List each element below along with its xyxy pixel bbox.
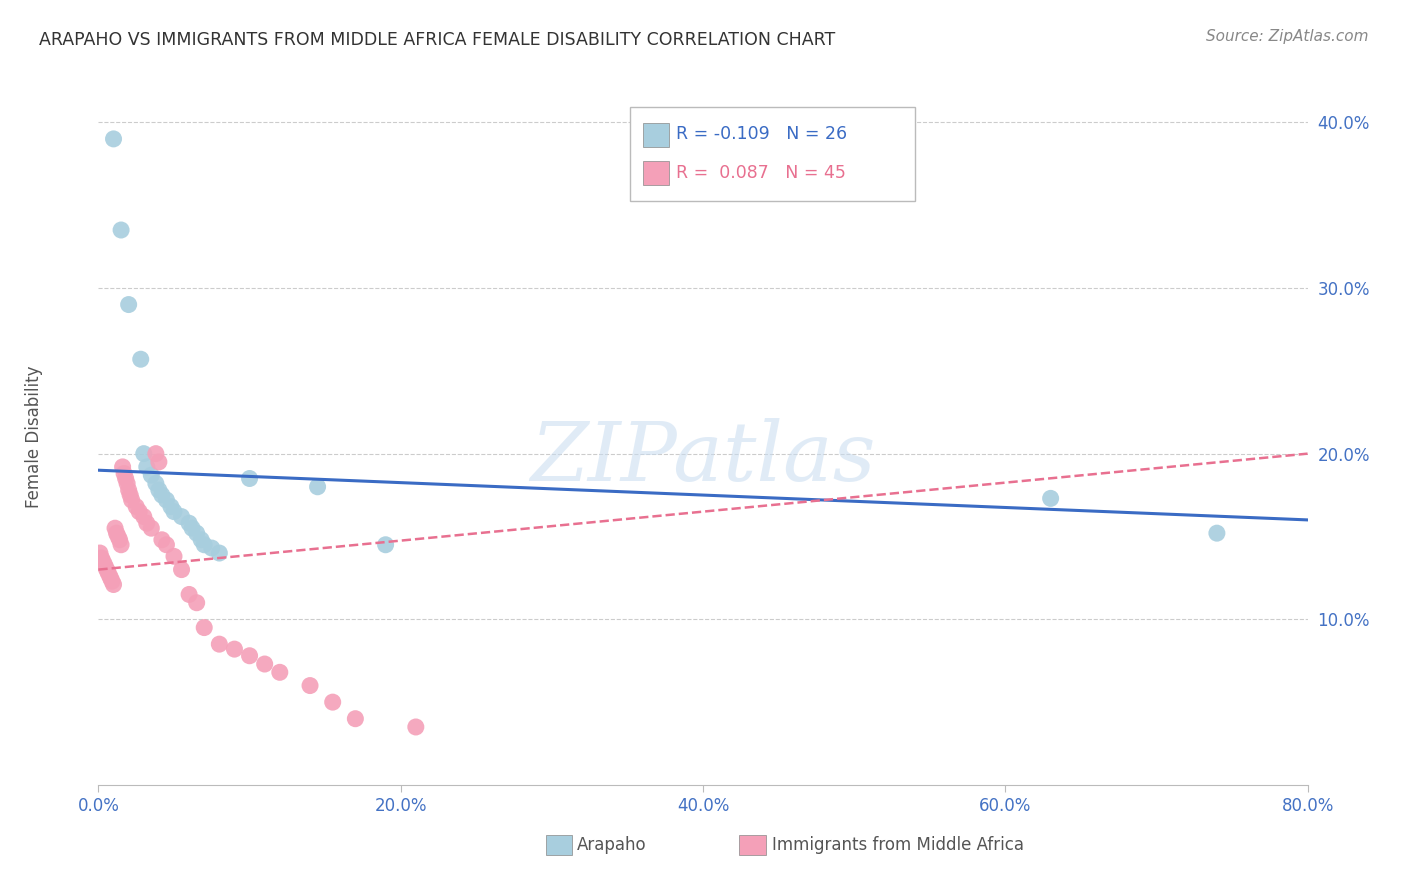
Point	[128, 505, 150, 519]
Point	[148, 483, 170, 497]
Point	[94, 561, 117, 575]
FancyBboxPatch shape	[643, 161, 669, 186]
Text: R = -0.109   N = 26: R = -0.109 N = 26	[676, 125, 848, 143]
Point	[91, 554, 114, 568]
Point	[111, 459, 134, 474]
Point	[193, 621, 215, 635]
Point	[148, 455, 170, 469]
Point	[155, 493, 177, 508]
Point	[163, 505, 186, 519]
Point	[125, 500, 148, 514]
Point	[253, 657, 276, 671]
Point	[110, 223, 132, 237]
Y-axis label: Female Disability: Female Disability	[25, 366, 42, 508]
Point	[322, 695, 344, 709]
Point	[118, 483, 141, 497]
Point	[374, 538, 396, 552]
Point	[160, 500, 183, 514]
Point	[98, 567, 121, 582]
Point	[132, 509, 155, 524]
Point	[145, 447, 167, 461]
Point	[129, 352, 152, 367]
FancyBboxPatch shape	[546, 835, 572, 855]
Point	[179, 516, 201, 531]
Point	[1039, 491, 1062, 506]
Point	[150, 488, 173, 502]
Point	[208, 637, 231, 651]
FancyBboxPatch shape	[740, 835, 766, 855]
Point	[193, 538, 215, 552]
Point	[190, 533, 212, 547]
Point	[101, 574, 124, 589]
Point	[103, 132, 125, 146]
Text: Arapaho: Arapaho	[578, 836, 647, 854]
Point	[93, 558, 115, 572]
FancyBboxPatch shape	[630, 106, 915, 201]
Point	[100, 571, 122, 585]
Point	[90, 551, 112, 566]
Point	[108, 533, 131, 547]
Point	[120, 488, 142, 502]
Point	[186, 596, 208, 610]
Point	[145, 476, 167, 491]
Point	[179, 587, 201, 601]
Text: ARAPAHO VS IMMIGRANTS FROM MIDDLE AFRICA FEMALE DISABILITY CORRELATION CHART: ARAPAHO VS IMMIGRANTS FROM MIDDLE AFRICA…	[39, 31, 835, 49]
Point	[239, 648, 262, 663]
Point	[170, 563, 193, 577]
Point	[135, 459, 157, 474]
Point	[107, 529, 129, 543]
Point	[201, 541, 224, 555]
Point	[163, 549, 186, 564]
Point	[150, 533, 173, 547]
Point	[89, 546, 111, 560]
Point	[132, 447, 155, 461]
Point	[170, 509, 193, 524]
Point	[141, 468, 163, 483]
Point	[299, 679, 322, 693]
Text: R =  0.087   N = 45: R = 0.087 N = 45	[676, 164, 846, 182]
Point	[103, 577, 125, 591]
Point	[135, 516, 157, 531]
Point	[1206, 526, 1229, 541]
Point	[104, 521, 127, 535]
Point	[181, 521, 204, 535]
Text: Source: ZipAtlas.com: Source: ZipAtlas.com	[1205, 29, 1368, 44]
Point	[121, 493, 143, 508]
FancyBboxPatch shape	[643, 122, 669, 147]
Point	[114, 471, 136, 485]
Point	[208, 546, 231, 560]
Point	[307, 480, 329, 494]
Point	[96, 564, 118, 578]
Point	[269, 665, 291, 680]
Point	[344, 712, 367, 726]
Text: ZIPatlas: ZIPatlas	[530, 418, 876, 498]
Point	[118, 297, 141, 311]
Point	[112, 467, 135, 481]
Text: Immigrants from Middle Africa: Immigrants from Middle Africa	[772, 836, 1024, 854]
Point	[105, 526, 128, 541]
Point	[186, 526, 208, 541]
Point	[405, 720, 427, 734]
Point	[141, 521, 163, 535]
Point	[239, 471, 262, 485]
Point	[155, 538, 177, 552]
Point	[115, 476, 138, 491]
Point	[224, 642, 246, 657]
Point	[110, 538, 132, 552]
